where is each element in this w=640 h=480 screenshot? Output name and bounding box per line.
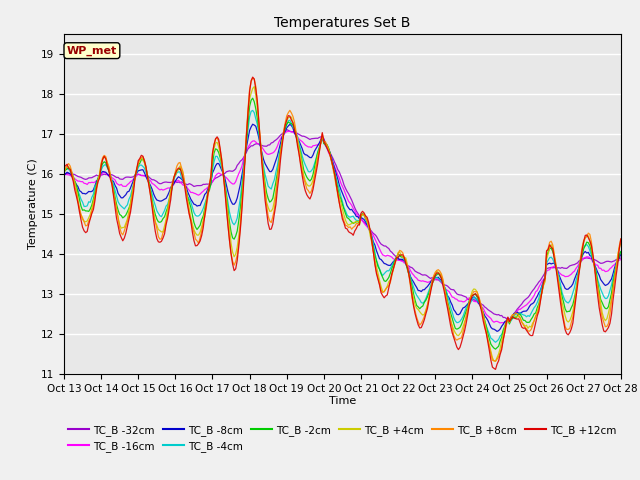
Title: Temperatures Set B: Temperatures Set B bbox=[274, 16, 411, 30]
X-axis label: Time: Time bbox=[329, 396, 356, 406]
Y-axis label: Temperature (C): Temperature (C) bbox=[28, 158, 38, 250]
Text: WP_met: WP_met bbox=[67, 46, 117, 56]
Legend: TC_B -32cm, TC_B -16cm, TC_B -8cm, TC_B -4cm, TC_B -2cm, TC_B +4cm, TC_B +8cm, T: TC_B -32cm, TC_B -16cm, TC_B -8cm, TC_B … bbox=[64, 420, 621, 456]
